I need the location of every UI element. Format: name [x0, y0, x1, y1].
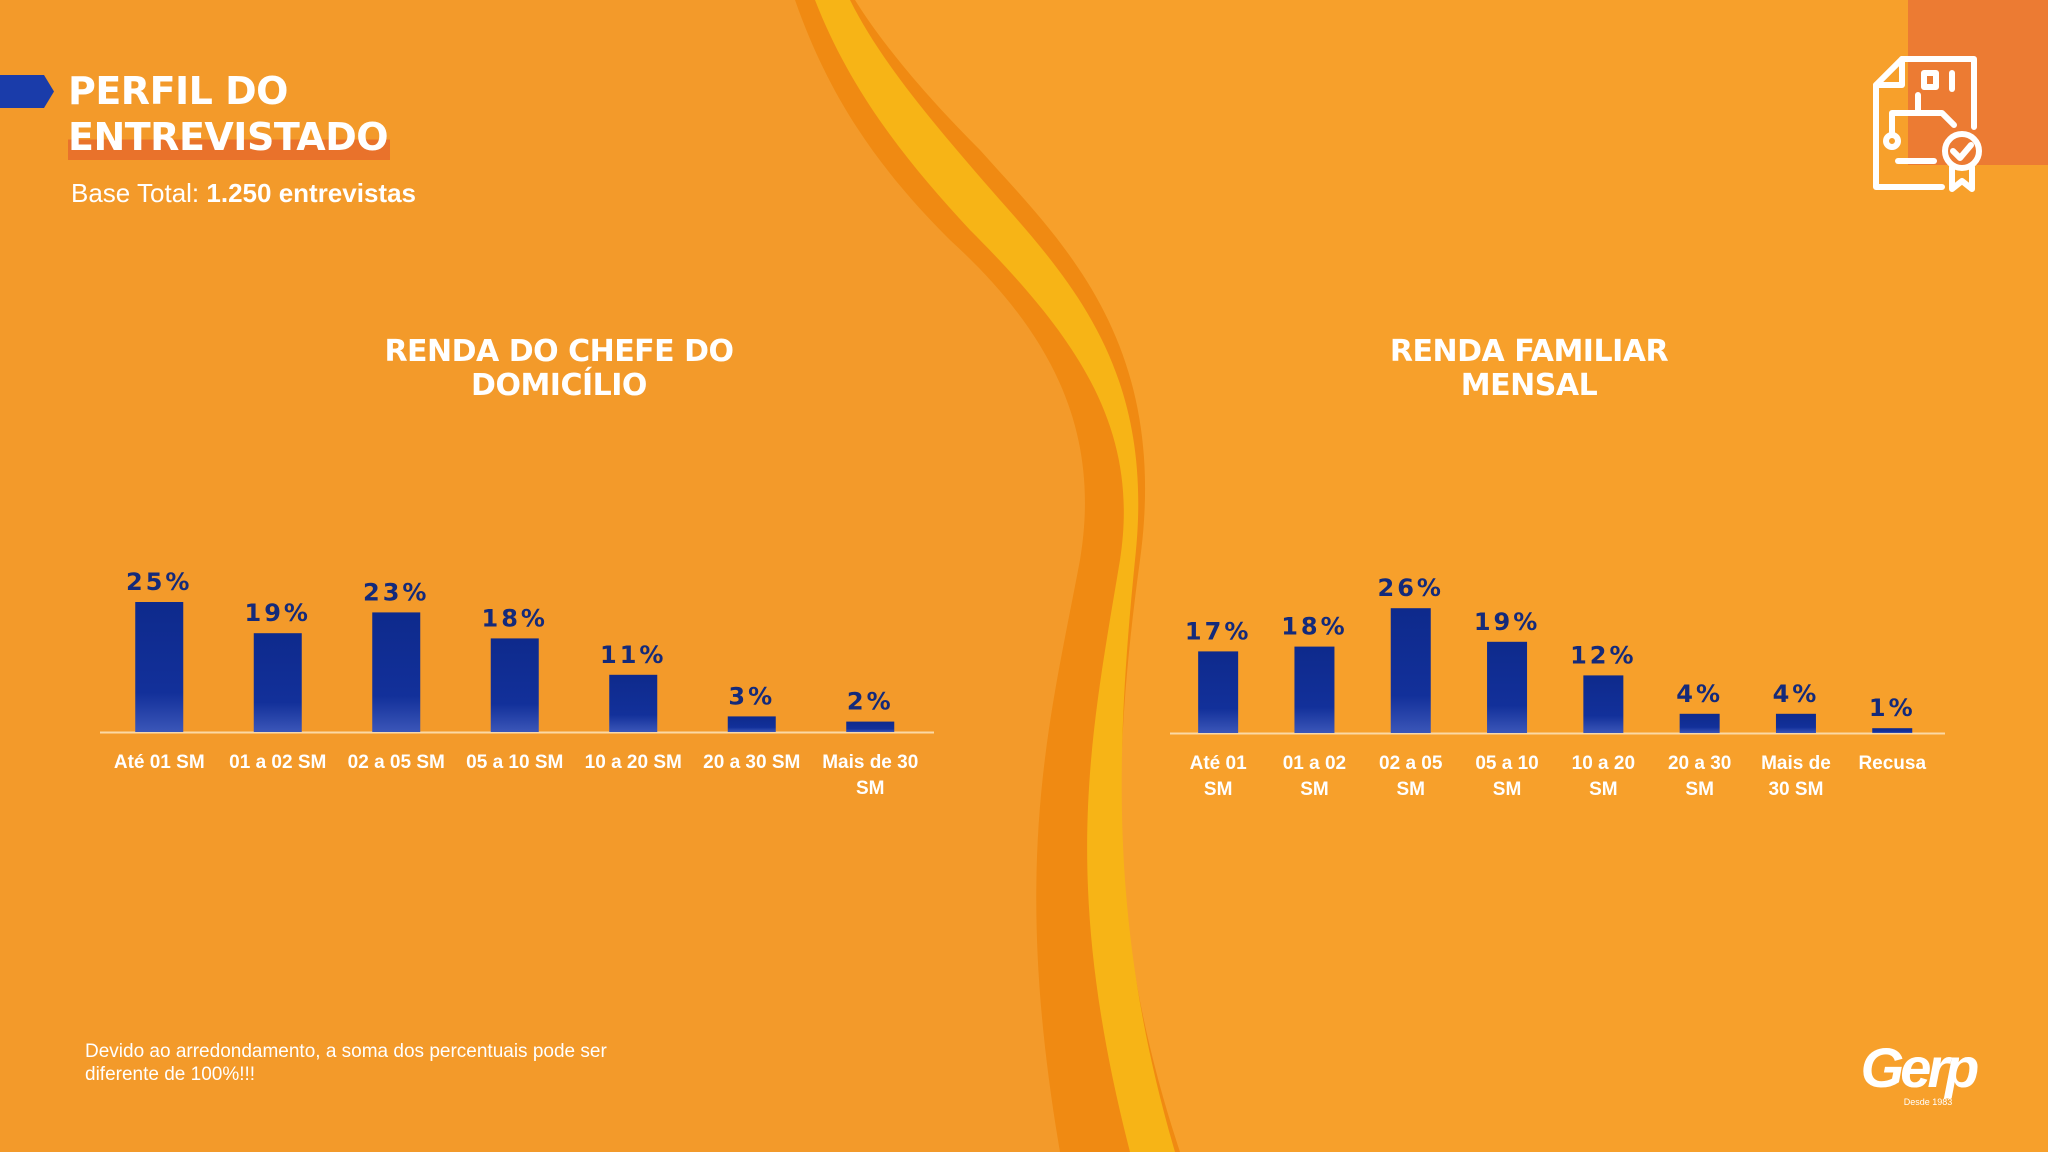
category-label: 05 a 10 SM: [466, 752, 563, 773]
base-total-value: 1.250 entrevistas: [206, 178, 416, 208]
category-label: 20 a 30 SM: [703, 752, 800, 773]
data-label: 17%: [1185, 617, 1251, 645]
category-label: 05 a 10 SM: [1475, 753, 1538, 800]
svg-text:Gerp: Gerp: [1861, 1042, 1978, 1099]
category-label: Recusa: [1858, 753, 1926, 774]
gerp-logo: Gerp Desde 1983: [1861, 1042, 1982, 1107]
bar: [372, 612, 421, 732]
data-label: 26%: [1378, 574, 1444, 602]
category-label: Até 01 SM: [114, 752, 205, 773]
data-label: 19%: [245, 599, 311, 627]
category-label: 10 a 20 SM: [585, 752, 682, 773]
bar: [1487, 641, 1528, 733]
data-label: 25%: [126, 568, 192, 596]
bar: [1872, 728, 1913, 733]
category-label: 10 a 20 SM: [1572, 753, 1635, 800]
bar: [1198, 651, 1239, 733]
bar: [727, 716, 776, 732]
data-label: 11%: [600, 641, 666, 669]
data-label: 19%: [1474, 608, 1540, 636]
header-accent-tab: [0, 75, 54, 108]
footnote: Devido ao arredondamento, a soma dos per…: [85, 1041, 607, 1085]
category-label: 01 a 02 SM: [1283, 753, 1346, 800]
data-label: 4%: [1676, 680, 1723, 708]
bar: [490, 638, 539, 732]
category-label: 02 a 05 SM: [1379, 753, 1443, 800]
bar: [253, 633, 302, 732]
chart-renda-familiar: 17% Até 01 SM 18% 01 a 02 SM 26% 02 a 05 SM 19% 05…: [1170, 574, 1945, 800]
data-label: 2%: [847, 688, 894, 716]
data-label: 1%: [1869, 694, 1916, 722]
base-total: Base Total: 1.250 entrevistas: [71, 178, 416, 209]
chart-renda-chefe: 25% Até 01 SM 19% 01 a 02 SM 23% 02 a 05 SM 18…: [100, 568, 934, 799]
page-title: PERFIL DO ENTREVISTADO: [68, 68, 391, 160]
page-title-line2: ENTREVISTADO: [68, 114, 391, 160]
bar: [1679, 713, 1720, 733]
category-label: Até 01 SM: [1190, 753, 1247, 800]
base-total-label: Base Total:: [71, 178, 200, 208]
data-label: 18%: [482, 604, 548, 632]
data-label: 12%: [1570, 641, 1636, 669]
category-label: 02 a 05 SM: [348, 752, 445, 773]
bar: [1294, 646, 1335, 733]
data-label: 4%: [1773, 680, 1820, 708]
category-label: 01 a 02 SM: [229, 752, 326, 773]
svg-text:Desde 1983: Desde 1983: [1904, 1097, 1953, 1107]
category-label: 20 a 30 SM: [1668, 753, 1731, 800]
bar: [846, 721, 895, 732]
bar: [1775, 713, 1816, 733]
category-label: Mais de 30 SM: [1761, 753, 1831, 800]
bar: [609, 674, 658, 732]
bar: [1583, 675, 1624, 733]
chart-title-renda-familiar: RENDA FAMILIAR MENSAL: [1389, 334, 1669, 403]
bar: [135, 602, 184, 732]
page-title-line1: PERFIL DO: [68, 69, 288, 113]
chart-title-renda-chefe: RENDA DO CHEFE DO DOMICÍLIO: [384, 334, 734, 403]
category-label: Mais de 30 SM: [822, 752, 918, 799]
data-label: 3%: [728, 682, 775, 710]
bar: [1390, 608, 1431, 733]
data-label: 23%: [363, 578, 429, 606]
data-label: 18%: [1281, 613, 1347, 641]
document-check-icon: [1873, 56, 1982, 192]
